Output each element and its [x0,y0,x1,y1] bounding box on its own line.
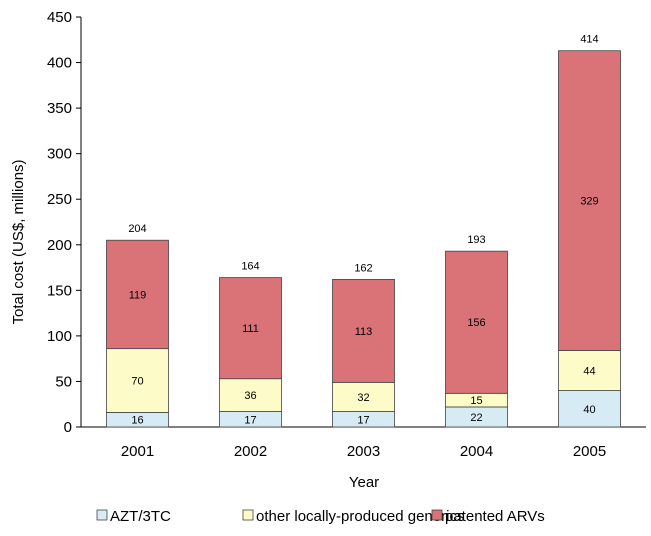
legend-label: AZT/3TC [110,508,171,525]
legend-swatch [96,509,108,521]
legend: AZT/3TC other locally-produced genericspa… [96,508,545,525]
data-label: 44 [583,366,595,378]
bar-segment [106,239,169,350]
bar-segment [558,390,621,428]
y-tick-label: 450 [47,9,72,26]
total-label: 193 [467,234,485,246]
y-tick-label: 200 [47,237,72,254]
y-tick-label: 0 [64,419,72,436]
y-tick-label: 250 [47,191,72,208]
data-label: 15 [470,395,482,407]
plot-area: 0 50 100 150 200 250 300 350 400 450 16 70 119 204 200… [47,9,646,460]
y-tick-label: 150 [47,282,72,299]
x-tick-label: 2003 [347,443,380,460]
data-label: 32 [357,392,369,404]
y-tick-label: 100 [47,328,72,345]
x-axis-title: Year [349,474,379,491]
total-label: 164 [241,261,259,273]
data-label: 36 [244,390,256,402]
total-label: 204 [128,223,146,235]
y-tick-label: 350 [47,100,72,117]
bar-segment [558,350,621,391]
bar-segment [445,250,508,394]
legend-swatch [242,509,254,521]
data-label: 329 [580,196,598,208]
data-label: 111 [242,323,259,335]
data-label: 17 [244,414,256,426]
x-tick-label: 2002 [234,443,267,460]
bar-segment [558,50,621,351]
data-label: 22 [470,412,482,424]
x-tick-label: 2004 [460,443,493,460]
y-tick-label: 300 [47,146,72,163]
data-label: 16 [131,415,143,427]
data-label: 156 [467,317,485,329]
data-label: 40 [583,404,595,416]
data-label: 119 [129,289,147,301]
data-label: 70 [131,376,143,388]
y-tick-label: 400 [47,55,72,72]
data-label: 17 [357,414,369,426]
legend-swatch [431,509,443,521]
bar-segment [219,277,282,380]
bar-segment [332,278,395,383]
total-label: 162 [354,262,372,274]
data-label: 113 [355,326,373,338]
y-tick-label: 50 [55,373,72,390]
bar-segment [332,381,395,412]
x-tick-label: 2001 [121,443,154,460]
total-label: 414 [580,34,598,46]
x-tick-label: 2005 [573,443,606,460]
legend-label: patented ARVs [445,508,545,525]
y-axis-title: Total cost (US$, millions) [10,159,27,324]
legend-label: other locally-produced generics [256,508,464,525]
bar-segment [106,348,169,413]
